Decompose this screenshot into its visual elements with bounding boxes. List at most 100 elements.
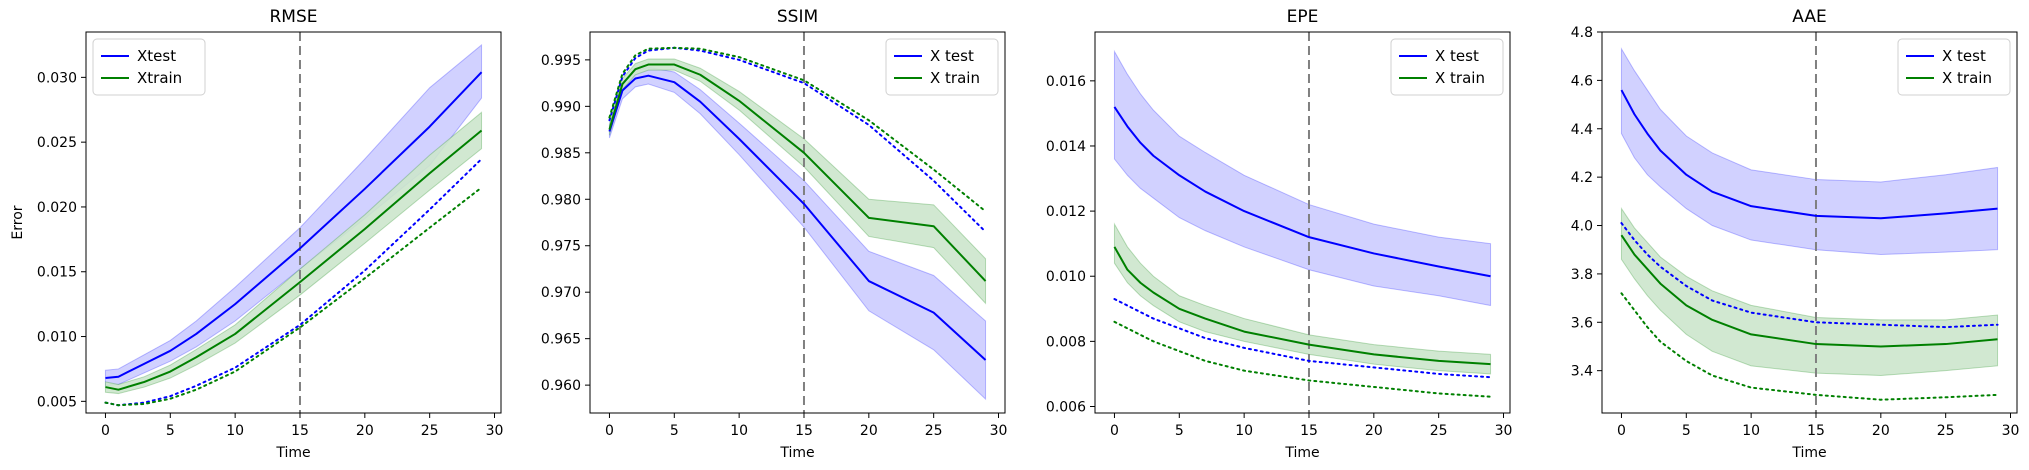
x-tick-label: 30: [2002, 423, 2020, 439]
legend: X test X train: [885, 38, 999, 96]
y-tick-label: 0.965: [541, 332, 581, 348]
y-tick-label: 0.995: [541, 53, 581, 69]
legend-label: X test: [1942, 47, 1986, 65]
series-line-0: [105, 71, 483, 380]
x-tick-label: 25: [925, 423, 943, 439]
panel-aae: 0 5 10 15 20 25 30 3.4 3.6 3.8 4.0 4.2 4.4 4.6 4.8 AAE T…: [1571, 7, 2020, 461]
y-tick-label: 0.980: [541, 192, 581, 208]
legend-label: X train: [1435, 69, 1485, 87]
series-line-1: [1113, 246, 1491, 366]
y-tick-label: 0.970: [541, 285, 581, 301]
x-tick-label: 30: [1495, 423, 1513, 439]
legend-label: X test: [930, 47, 974, 65]
y-tick-label: 0.030: [37, 70, 77, 86]
series-line-1: [105, 129, 483, 391]
series-line-2: [1113, 298, 1492, 379]
x-tick-label: 5: [670, 423, 679, 439]
series-line-1: [608, 63, 987, 282]
axes-frame: [85, 31, 502, 414]
axes-frame: [1601, 31, 2018, 414]
panel-ssim: 0 5 10 15 20 25 30 0.960 0.965 0.970 0.975 0.980 0.9…: [541, 7, 1008, 461]
series-line-3: [608, 46, 987, 213]
y-tick-label: 4.2: [1571, 170, 1593, 186]
y-tick-label: 4.8: [1571, 25, 1593, 41]
panel-epe: 0 5 10 15 20 25 30 0.006 0.008 0.010 0.012 0.014 0.0…: [1046, 7, 1513, 461]
y-tick-label: 3.4: [1571, 364, 1593, 380]
x-tick-label: 0: [101, 423, 110, 439]
x-tick-label: 5: [166, 423, 175, 439]
x-tick-label: 25: [1430, 423, 1448, 439]
series-line-2: [608, 46, 987, 233]
y-tick-label: 0.020: [37, 200, 77, 216]
chart-title: RMSE: [269, 7, 317, 27]
y-tick-label: 0.975: [541, 239, 581, 255]
y-tick-label: 0.008: [1046, 334, 1086, 350]
confidence-band-0: [1620, 47, 1999, 256]
y-tick-label: 4.4: [1571, 122, 1593, 138]
series-line-0: [608, 74, 987, 361]
confidence-band-0: [1113, 49, 1492, 307]
y-tick-label: 0.985: [541, 146, 581, 162]
x-tick-label: 15: [1300, 423, 1318, 439]
y-tick-label: 0.014: [1046, 139, 1086, 155]
plot-area: [608, 32, 987, 413]
x-tick-label: 10: [1742, 423, 1760, 439]
x-tick-label: 30: [486, 423, 504, 439]
legend: X test X train: [1897, 38, 2011, 96]
chart-title: EPE: [1287, 7, 1319, 27]
legend-label: Xtrain: [137, 69, 182, 87]
y-tick-label: 0.010: [37, 330, 77, 346]
axes-frame: [1094, 31, 1511, 414]
legend-label: X test: [1435, 47, 1479, 65]
x-axis-label: Time: [275, 445, 310, 461]
y-tick-label: 3.6: [1571, 315, 1593, 331]
chart-title: SSIM: [777, 7, 818, 27]
y-tick-label: 0.025: [37, 135, 77, 151]
x-tick-label: 25: [1937, 423, 1955, 439]
series-line-0: [1113, 106, 1491, 278]
x-tick-label: 15: [795, 423, 813, 439]
legend-label: X train: [1942, 69, 1992, 87]
y-tick-label: 0.012: [1046, 204, 1086, 220]
x-tick-label: 20: [860, 423, 878, 439]
x-tick-label: 15: [1807, 423, 1825, 439]
y-tick-label: 4.6: [1571, 73, 1593, 89]
x-tick-label: 0: [1110, 423, 1119, 439]
x-tick-label: 30: [990, 423, 1008, 439]
x-tick-label: 10: [730, 423, 748, 439]
y-tick-label: 0.015: [37, 265, 77, 281]
legend-box: [885, 38, 999, 96]
x-tick-label: 5: [1682, 423, 1691, 439]
plot-area: [104, 32, 483, 413]
legend: X test X train: [1390, 38, 1504, 96]
panel-rmse: 0 5 10 15 20 25 30 0.005 0.010 0.015 0.020 0.025 0.0…: [10, 7, 503, 461]
x-axis-label: Time: [779, 445, 814, 461]
x-tick-label: 0: [605, 423, 614, 439]
y-tick-label: 0.006: [1046, 399, 1086, 415]
confidence-band-1: [608, 58, 987, 305]
y-tick-label: 3.8: [1571, 267, 1593, 283]
confidence-band-1: [104, 111, 483, 395]
x-axis-label: Time: [1791, 445, 1826, 461]
legend-box: [1897, 38, 2011, 96]
x-axis-label: Time: [1284, 445, 1319, 461]
y-tick-label: 0.960: [541, 378, 581, 394]
axes-frame: [589, 31, 1006, 414]
series-line-1: [1620, 234, 1998, 348]
legend-label: Xtest: [137, 47, 176, 65]
x-tick-label: 25: [421, 423, 439, 439]
legend-label: X train: [930, 69, 980, 87]
series-line-3: [1620, 292, 1999, 401]
legend-box: [92, 38, 206, 96]
chart-title: AAE: [1792, 7, 1826, 27]
x-tick-label: 20: [1365, 423, 1383, 439]
confidence-band-1: [1620, 206, 1999, 377]
legend-box: [1390, 38, 1504, 96]
series-line-2: [1620, 222, 1999, 329]
y-tick-label: 0.005: [37, 394, 77, 410]
y-tick-label: 0.016: [1046, 74, 1086, 90]
x-tick-label: 10: [226, 423, 244, 439]
series-line-3: [104, 186, 483, 407]
x-tick-label: 5: [1175, 423, 1184, 439]
y-tick-label: 4.0: [1571, 219, 1593, 235]
